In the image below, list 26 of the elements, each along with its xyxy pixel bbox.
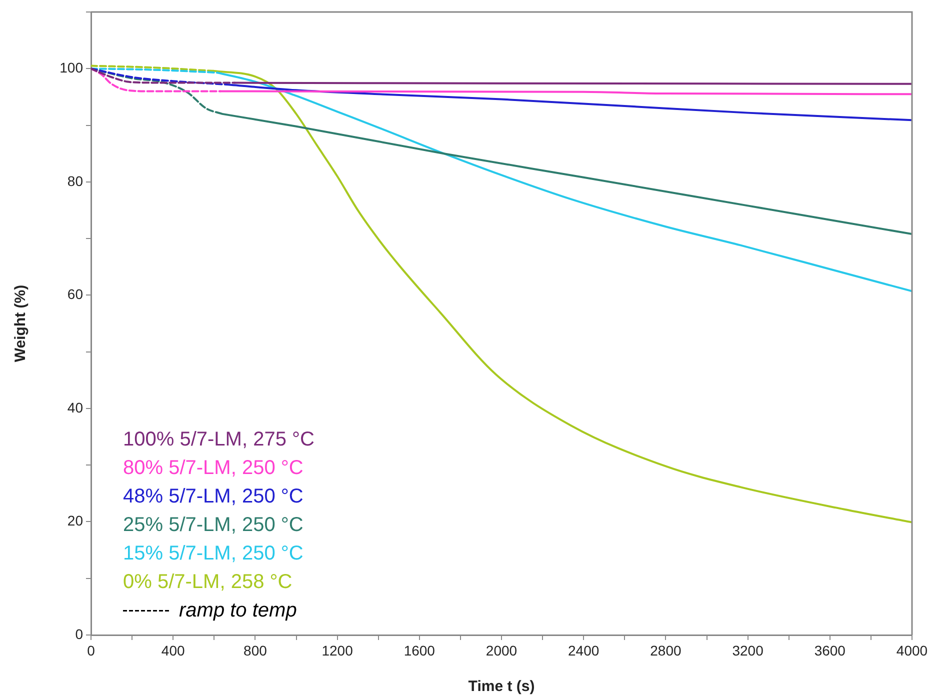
x-tick-label: 1200 xyxy=(322,642,354,658)
x-tick-label: 2800 xyxy=(650,642,682,658)
x-tick-label: 4000 xyxy=(896,642,928,658)
text: 48% 5/7-LM, 250 °C xyxy=(123,485,304,508)
y-tick-label: 20 xyxy=(67,512,84,529)
x-tick-label: 0 xyxy=(87,642,96,658)
x-tick-label: 400 xyxy=(161,642,185,658)
x-tick-label: 800 xyxy=(244,642,268,658)
text: 100% 5/7-LM, 275 °C xyxy=(123,428,314,450)
x-axis-title: Time t (s) xyxy=(468,678,535,696)
y-tick-label: 0 xyxy=(75,626,84,642)
text: 80% 5/7-LM, 250 °C xyxy=(123,456,304,479)
x-tick-label: 3200 xyxy=(732,642,764,658)
text: 15% 5/7-LM, 250 °C xyxy=(123,542,304,564)
y-tick-label: 40 xyxy=(67,399,84,416)
legend-label: ramp to temp xyxy=(179,599,297,622)
y-axis-title: Weight (%) xyxy=(12,284,30,362)
x-tick-label: 3600 xyxy=(814,642,846,658)
x-tick-label: 1600 xyxy=(404,642,436,658)
text: 0% 5/7-LM, 258 °C xyxy=(123,570,292,593)
y-tick-label: 60 xyxy=(67,286,84,302)
x-tick-label: 2400 xyxy=(568,642,600,658)
x-tick-label: 2000 xyxy=(486,642,518,658)
y-tick-label: 80 xyxy=(67,172,84,189)
y-tick-label: 100 xyxy=(60,59,84,76)
text: 25% 5/7-LM, 250 °C xyxy=(123,514,304,536)
